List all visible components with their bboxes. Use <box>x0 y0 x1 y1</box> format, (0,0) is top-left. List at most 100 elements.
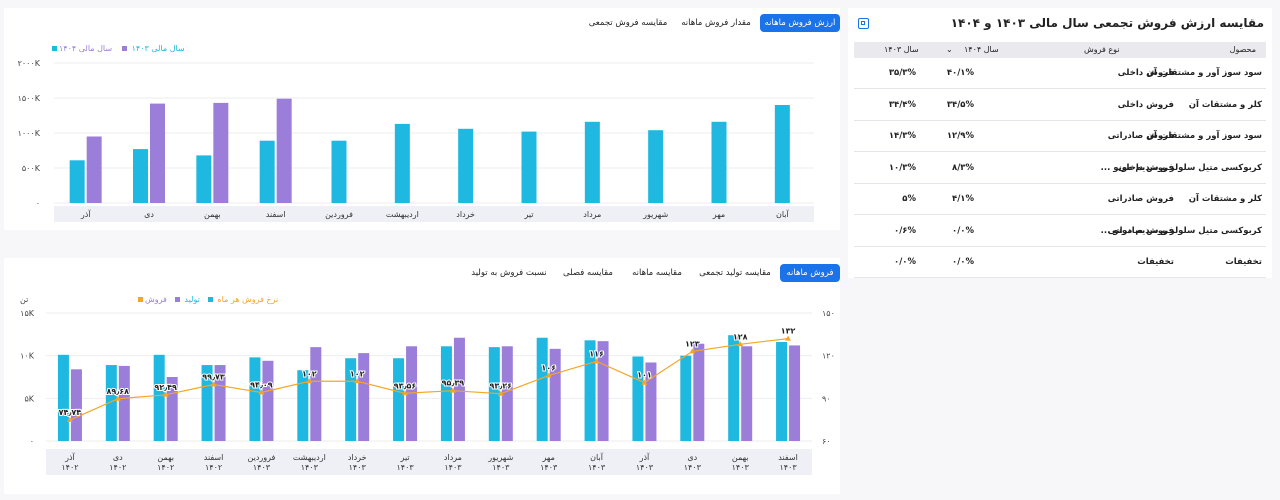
rate-data-label: ۹۴٫۰۹ <box>250 381 273 390</box>
bar-production <box>249 357 261 441</box>
x-tick-month: اردیبهشت <box>293 453 326 462</box>
bar-production <box>584 340 596 441</box>
tab-monthly-sales[interactable]: فروش ماهانه <box>780 264 840 282</box>
rate-point <box>593 358 600 364</box>
tab-sales-to-production-ratio[interactable]: نسبت فروش به تولید <box>471 268 547 278</box>
rate-data-label: ۱۲۸ <box>733 332 748 341</box>
cell-product: کلر و مشتقات آن <box>1188 194 1262 204</box>
bar-1403 <box>69 160 85 203</box>
table-row: تخفیفات تخفیفات ۰/۰% ۰/۰% <box>854 247 1266 278</box>
bar-sales <box>406 346 418 441</box>
table-title: مقایسه ارزش فروش تجمعی سال مالی ۱۴۰۳ و ۱… <box>950 16 1264 30</box>
bottom-combo-chart: ۰۵K۱۰K۱۵K۶۰۹۰۱۲۰۱۵۰آذر۱۴۰۲دی۱۴۰۲بهمن۱۴۰۲… <box>20 309 835 475</box>
x-tick-label: اسفند <box>266 210 286 219</box>
tab-monthly-comparison[interactable]: مقایسه ماهانه <box>632 268 682 278</box>
left-y-tick-label: ۵K <box>24 394 34 403</box>
bar-production <box>728 335 740 441</box>
rate-point <box>689 348 696 354</box>
cell-product: کربوکسی متیل سلولز و سدیم مونو ... <box>1100 225 1262 236</box>
x-tick-label: دی <box>144 210 154 219</box>
header-1404[interactable]: سال ۱۴۰۴ <box>964 45 999 54</box>
bar-sales <box>358 353 370 441</box>
cell-product: تخفیفات <box>1225 257 1262 267</box>
tab-monthly-sales-quantity[interactable]: مقدار فروش ماهانه <box>681 18 751 28</box>
bar-sales <box>501 346 513 441</box>
header-type[interactable]: نوع فروش <box>1084 45 1120 54</box>
cell-sale-type: فروش صادراتی <box>1107 225 1174 236</box>
rate-data-label: ۱۳۲ <box>781 327 796 336</box>
x-tick-year: ۱۴۰۳ <box>779 463 797 472</box>
bar-production <box>201 365 213 441</box>
right-y-tick-label: ۱۲۰ <box>822 352 835 361</box>
x-tick-month: شهریور <box>487 453 513 462</box>
bar-production <box>393 358 405 441</box>
x-tick-label: تیر <box>523 210 533 219</box>
x-tick-year: ۱۴۰۳ <box>732 463 750 472</box>
bar-1403 <box>711 121 727 203</box>
x-tick-label: شهریور <box>642 210 668 219</box>
cell-1403: ۵% <box>902 194 916 204</box>
x-tick-month: آذر <box>64 452 75 462</box>
cell-product: کلر و مشتقات آن <box>1188 99 1262 110</box>
bottom-legend: نرخ فروش هر ماه تولید فروش <box>136 295 278 304</box>
rate-point <box>306 378 313 384</box>
x-tick-year: ۱۴۰۳ <box>540 463 558 472</box>
x-tick-month: مهر <box>541 453 554 462</box>
x-tick-year: ۱۴۰۲ <box>157 463 174 472</box>
bar-sales <box>453 337 465 441</box>
right-y-tick-label: ۶۰ <box>822 437 831 446</box>
bar-production <box>632 356 644 441</box>
bar-production <box>297 370 309 441</box>
bar-production <box>776 342 788 441</box>
bar-sales <box>70 369 82 441</box>
comparison-table-card: مقایسه ارزش فروش تجمعی سال مالی ۱۴۰۳ و ۱… <box>848 8 1272 278</box>
y-tick-label: ۱۰۰۰K <box>18 129 41 138</box>
bar-1404 <box>150 103 165 203</box>
x-tick-year: ۱۴۰۳ <box>684 463 702 472</box>
header-product[interactable]: محصول <box>1229 45 1256 54</box>
rate-data-label: ۱۰۲ <box>350 369 365 378</box>
bar-1404 <box>213 102 229 203</box>
x-tick-year: ۱۴۰۲ <box>61 463 78 472</box>
x-tick-month: اسفند <box>204 453 224 462</box>
rate-data-label: ۹۳٫۲۶ <box>490 382 513 391</box>
bar-1403 <box>133 149 148 203</box>
bar-1403 <box>394 123 410 203</box>
cell-1404: ۳۴/۵% <box>946 99 974 110</box>
bar-1403 <box>331 140 347 203</box>
cell-1404: ۰/۰% <box>952 225 974 236</box>
header-1403[interactable]: سال ۱۴۰۳ <box>884 45 919 54</box>
x-tick-year: ۱۴۰۳ <box>349 463 367 472</box>
bar-1403 <box>259 140 275 203</box>
table-row: کربوکسی متیل سلولز و سدیم مونو ... فروش ص… <box>854 216 1266 247</box>
tab-monthly-sales-value[interactable]: ارزش فروش ماهانه <box>760 14 840 32</box>
tab-cumulative-production-comparison[interactable]: مقایسه تولید تجمعی <box>699 268 771 278</box>
tab-cumulative-sales-comparison[interactable]: مقایسه فروش تجمعی <box>588 18 668 28</box>
bar-production <box>57 354 69 441</box>
x-tick-month: آذر <box>639 452 650 462</box>
right-y-tick-label: ۹۰ <box>822 394 831 403</box>
cell-1403: ۳۵/۳% <box>888 68 916 78</box>
bar-production <box>345 358 357 441</box>
bar-1403 <box>774 105 790 203</box>
rate-point <box>737 341 744 347</box>
bar-sales <box>693 343 705 441</box>
sort-chevron-down-icon[interactable]: ⌄ <box>946 45 953 54</box>
bottom-chart-card: فروش ماهانه مقایسه تولید تجمعی مقایسه ما… <box>4 258 840 494</box>
x-tick-year: ۱۴۰۳ <box>636 463 654 472</box>
bar-sales <box>549 348 561 441</box>
bar-1404 <box>276 98 292 203</box>
y-tick-label: ۰ <box>36 199 40 208</box>
cell-1403: ۳۴/۴% <box>888 99 916 110</box>
rate-point <box>258 389 265 395</box>
bar-1403 <box>458 128 474 203</box>
rate-line <box>69 338 789 421</box>
cell-sale-type: فروش داخلی <box>1117 68 1174 78</box>
top-legend: سال مالی ۱۴۰۳ سال مالی ۱۴۰۴ <box>50 44 185 53</box>
export-icon[interactable] <box>858 18 869 29</box>
x-tick-month: مرداد <box>444 453 462 462</box>
rate-point <box>66 417 73 423</box>
tab-seasonal-comparison[interactable]: مقایسه فصلی <box>563 268 613 278</box>
cell-1404: ۸/۳% <box>952 162 974 173</box>
cell-1403: ۱۴/۳% <box>888 131 916 141</box>
